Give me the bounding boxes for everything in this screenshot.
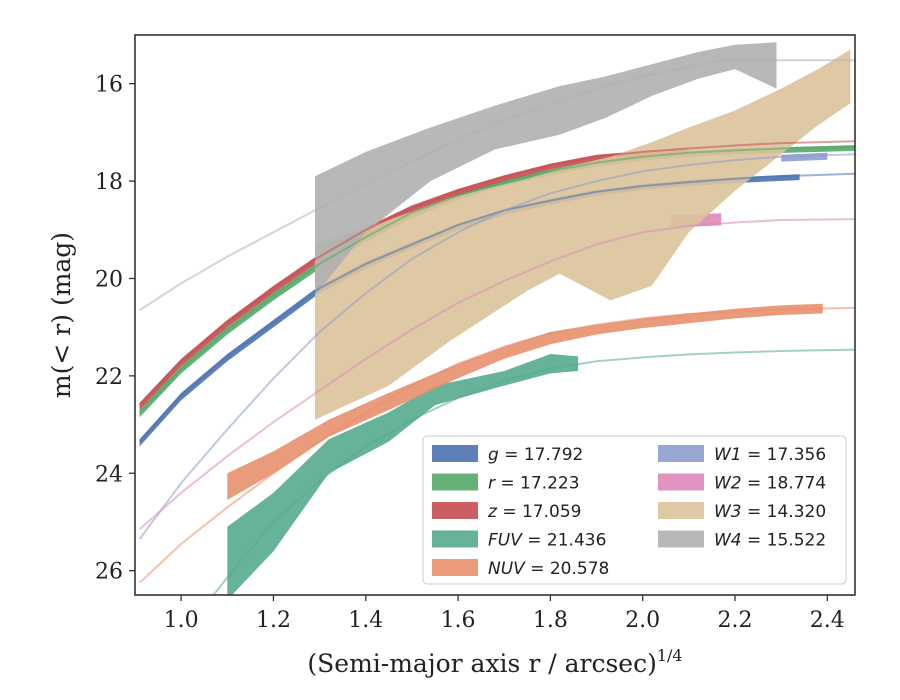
legend-label-w1: W1 = 17.356 [714,445,826,465]
legend-band-name: NUV [488,559,526,579]
y-tick-label: 26 [95,560,123,585]
legend-label-nuv: NUV = 20.578 [488,559,609,579]
band-fuv [227,354,579,595]
legend-label-z: z = 17.059 [487,502,581,522]
legend-band-name: g [488,445,499,465]
model-curve-fuv [212,348,855,595]
legend-band-value: = 17.792 [499,445,584,465]
legend-swatch-fuv [432,530,478,548]
model-curve-r [138,146,855,414]
x-tick-label: 2.4 [810,608,845,633]
legend-band-name: FUV [488,531,523,551]
legend-label-w4: W4 = 15.522 [714,531,826,551]
legend-box [422,435,847,585]
x-axis-title: (Semi-major axis r / arcsec)1/4 [307,646,682,678]
x-tick-label: 1.6 [441,608,476,633]
legend-swatch-w3 [658,502,704,519]
legend-band-value: = 17.223 [495,474,580,494]
x-tick-label: 1.4 [348,608,383,633]
legend-label-w3: W3 = 14.320 [714,502,826,522]
legend-band-value: = 14.320 [742,502,827,522]
plot-area [138,42,855,595]
legend-label-fuv: FUV = 21.436 [488,531,606,551]
y-tick-label: 24 [95,462,123,487]
legend-label-g: g = 17.792 [488,445,583,465]
legend-swatch-z [432,502,478,519]
legend-band-name: W4 [714,531,742,551]
y-tick-label: 22 [95,365,123,390]
legend-swatch-w4 [658,530,704,548]
band-w4 [315,42,777,296]
legend-swatch-w1 [658,445,704,462]
legend-swatch-w2 [658,473,704,491]
model-curve-z [138,140,855,406]
legend-band-value: = 21.436 [522,531,607,551]
model-curve-w4 [139,59,855,311]
legend-label-w2: W2 = 18.774 [714,474,826,494]
legend-band-value: = 18.774 [742,474,827,494]
x-tick-label: 2.2 [718,608,753,633]
legend-band-name: W3 [714,502,742,522]
x-axis-title-superscript: 1/4 [657,646,683,665]
model-curve-g [138,172,855,443]
model-curve-w1 [138,153,855,540]
x-axis-ticks: 1.0 1.2 1.4 1.6 1.8 2.0 2.2 2.4 [164,595,845,633]
x-tick-label: 1.2 [256,608,291,633]
legend-swatch-r [432,473,478,491]
legend-band-name: W2 [714,474,742,494]
legend-band-value: = 17.059 [497,502,582,522]
plot-frame [134,34,856,596]
band-w3 [315,49,851,420]
x-tick-label: 1.8 [533,608,568,633]
x-tick-label: 2.0 [625,608,660,633]
y-axis-ticks: 16 18 20 22 24 26 [95,73,135,585]
y-tick-label: 18 [95,170,123,195]
x-axis-title-main: (Semi-major axis r / arcsec) [307,649,656,678]
y-axis-title: m(< r) (mag) [47,232,76,398]
legend-label-r: r = 17.223 [488,474,580,494]
legend-band-value: = 20.578 [525,559,610,579]
legend-swatch-nuv [432,559,478,576]
model-curve-w2 [138,218,855,531]
model-curve-nuv [138,306,855,584]
x-tick-label: 1.0 [164,608,199,633]
y-tick-label: 20 [95,267,123,292]
models-layer [138,59,855,595]
y-tick-label: 16 [95,73,123,98]
legend-band-name: z [487,502,498,522]
legend-band-name: r [488,474,496,494]
legend-band-value: = 15.522 [742,531,827,551]
bands-layer [139,42,855,595]
legend-band-name: W1 [714,445,742,465]
legend-band-value: = 17.356 [742,445,827,465]
legend-swatch-g [432,445,478,462]
band-nuv [227,303,823,500]
